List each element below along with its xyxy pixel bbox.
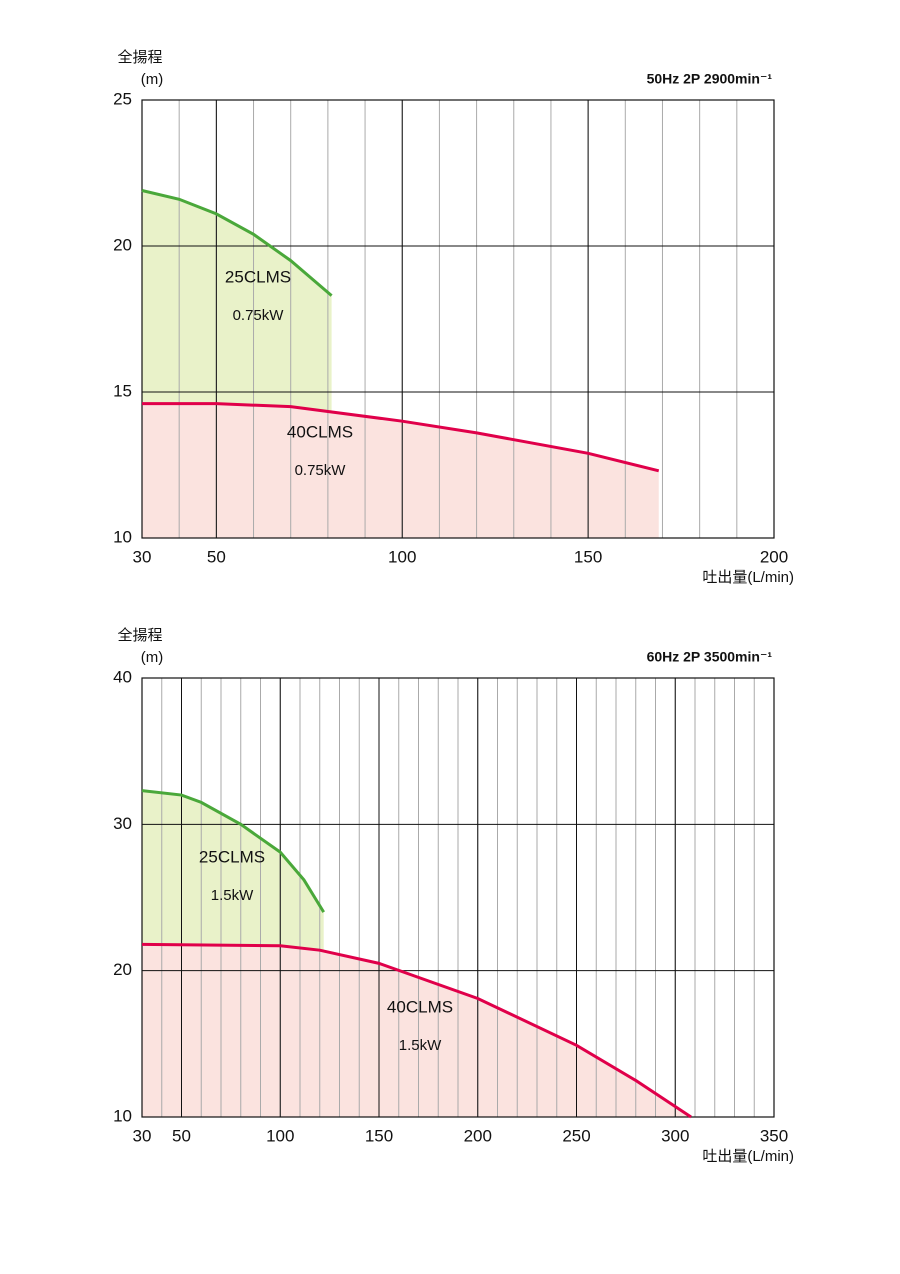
series-label: 25CLMS <box>199 847 265 866</box>
power-label: 1.5kW <box>211 887 254 904</box>
y-tick-label: 20 <box>113 235 132 254</box>
curve <box>141 189 333 297</box>
area <box>142 403 659 538</box>
x-tick-label: 100 <box>266 1126 294 1145</box>
plot-frame <box>141 677 775 1118</box>
x-tick-label: 200 <box>464 1126 492 1145</box>
x-axis-label: 吐出量(L/min) <box>702 569 794 586</box>
x-tick-label: 250 <box>562 1126 590 1145</box>
x-tick-label: 150 <box>365 1126 393 1145</box>
y-axis-unit: (m) <box>141 649 164 666</box>
y-tick-label: 30 <box>113 814 132 833</box>
x-tick-label: 50 <box>207 547 226 566</box>
y-axis-label: 全揚程 <box>117 48 162 66</box>
series-label: 40CLMS <box>287 422 353 441</box>
x-tick-label: 100 <box>388 547 416 566</box>
x-tick-label: 30 <box>133 1126 152 1145</box>
power-label: 0.75kW <box>295 462 347 479</box>
chart-title: 60Hz 2P 3500min⁻¹ <box>647 649 773 665</box>
y-tick-label: 10 <box>113 1106 132 1125</box>
series-label: 40CLMS <box>387 997 453 1016</box>
power-label: 1.5kW <box>399 1037 442 1054</box>
y-tick-label: 10 <box>113 527 132 546</box>
area <box>142 944 692 1117</box>
x-axis-label: 吐出量(L/min) <box>702 1148 794 1165</box>
x-tick-label: 30 <box>133 547 152 566</box>
power-label: 0.75kW <box>233 307 285 324</box>
x-tick-label: 350 <box>760 1126 788 1145</box>
y-tick-label: 40 <box>113 667 132 686</box>
y-tick-label: 20 <box>113 960 132 979</box>
x-tick-label: 150 <box>574 547 602 566</box>
curve <box>141 789 325 913</box>
x-tick-label: 300 <box>661 1126 689 1145</box>
y-tick-label: 25 <box>113 89 132 108</box>
y-axis-unit: (m) <box>141 71 164 88</box>
y-axis-label: 全揚程 <box>117 626 162 644</box>
plot-frame <box>141 99 775 539</box>
x-tick-label: 50 <box>172 1126 191 1145</box>
series-label: 25CLMS <box>225 267 291 286</box>
curve <box>141 942 692 1119</box>
y-tick-label: 15 <box>113 381 132 400</box>
x-tick-label: 200 <box>760 547 788 566</box>
curve <box>142 402 660 473</box>
chart-title: 50Hz 2P 2900min⁻¹ <box>647 71 773 87</box>
